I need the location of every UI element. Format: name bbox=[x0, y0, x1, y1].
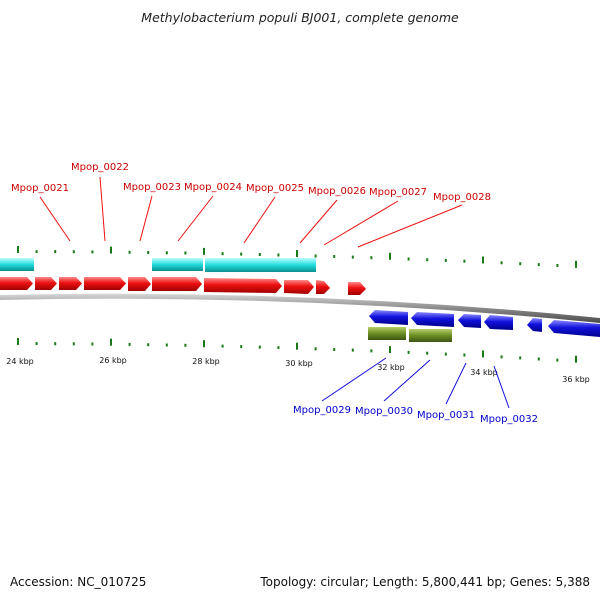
gene-label[interactable]: Mpop_0024 bbox=[184, 182, 242, 193]
scale-label: 32 kbp bbox=[377, 363, 405, 372]
reverse-gene-callouts bbox=[321, 357, 510, 409]
gene-label[interactable]: Mpop_0027 bbox=[369, 187, 427, 198]
genome-backbone bbox=[0, 293, 600, 323]
gene-arrow bbox=[458, 314, 481, 328]
gene-label[interactable]: Mpop_0022 bbox=[71, 162, 129, 173]
scale-labels: 24 kbp 26 kbp 28 kbp 30 kbp 32 kbp 34 kb… bbox=[6, 356, 590, 384]
scale-label: 36 kbp bbox=[562, 375, 590, 384]
gene-arrow bbox=[348, 282, 366, 295]
scale-label: 26 kbp bbox=[99, 356, 127, 365]
forward-gene-callouts bbox=[39, 176, 463, 248]
feature-block bbox=[409, 329, 452, 342]
gene-arrow bbox=[128, 277, 151, 291]
gene-label[interactable]: Mpop_0025 bbox=[246, 183, 304, 194]
reverse-gene-labels: Mpop_0029 Mpop_0030 Mpop_0031 Mpop_0032 bbox=[293, 405, 538, 425]
upper-tick-marks bbox=[17, 246, 577, 268]
scale-label: 24 kbp bbox=[6, 357, 34, 366]
forward-genes bbox=[0, 277, 366, 295]
gene-arrow bbox=[527, 318, 542, 332]
reverse-genes bbox=[369, 310, 600, 337]
scale-label: 34 kbp bbox=[470, 368, 498, 377]
gene-label[interactable]: Mpop_0021 bbox=[11, 183, 69, 194]
gene-arrow bbox=[204, 278, 282, 293]
gene-arrow bbox=[35, 277, 57, 290]
feature-block bbox=[205, 258, 316, 272]
gene-label[interactable]: Mpop_0026 bbox=[308, 186, 366, 197]
gene-arrow bbox=[411, 312, 454, 327]
gene-arrow bbox=[316, 280, 330, 294]
gene-label[interactable]: Mpop_0030 bbox=[355, 406, 413, 417]
genome-title: Methylobacterium populi BJ001, complete … bbox=[141, 10, 459, 25]
scale-label: 28 kbp bbox=[192, 357, 220, 366]
scale-label: 30 kbp bbox=[285, 359, 313, 368]
reverse-features bbox=[368, 327, 452, 342]
gene-arrow bbox=[152, 277, 202, 291]
feature-block bbox=[368, 327, 406, 340]
gene-label[interactable]: Mpop_0031 bbox=[417, 410, 475, 421]
forward-features bbox=[0, 258, 316, 272]
accession-text: Accession: NC_010725 bbox=[10, 575, 147, 589]
forward-gene-labels: Mpop_0021 Mpop_0022 Mpop_0023 Mpop_0024 … bbox=[11, 162, 491, 203]
gene-label[interactable]: Mpop_0028 bbox=[433, 192, 491, 203]
gene-label[interactable]: Mpop_0023 bbox=[123, 182, 181, 193]
gene-arrow bbox=[0, 277, 33, 290]
gene-arrow bbox=[84, 277, 126, 290]
gene-label[interactable]: Mpop_0029 bbox=[293, 405, 351, 416]
gene-arrow bbox=[59, 277, 82, 290]
gene-arrow bbox=[369, 310, 408, 325]
genome-info-text: Topology: circular; Length: 5,800,441 bp… bbox=[260, 575, 590, 589]
gene-arrow bbox=[484, 315, 513, 330]
feature-block bbox=[0, 258, 34, 271]
gene-arrow bbox=[548, 320, 600, 337]
gene-arrow bbox=[284, 280, 314, 294]
feature-block bbox=[152, 258, 203, 271]
lower-tick-marks bbox=[17, 338, 577, 363]
gene-label[interactable]: Mpop_0032 bbox=[480, 414, 538, 425]
